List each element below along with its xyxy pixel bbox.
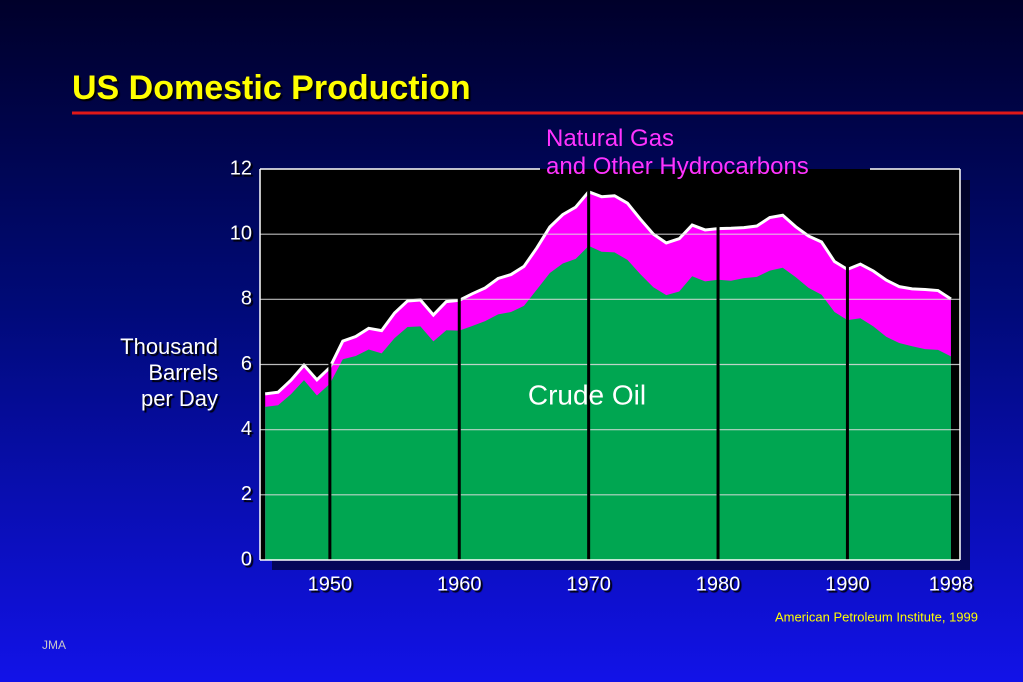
y-axis-label: Thousand Barrels per Day [120,334,218,411]
y-tick-label: 12 [230,157,252,179]
y-tick-label: 6 [241,353,252,375]
x-tick-label: 1950 [308,573,353,595]
x-tick-label: 1960 [437,573,482,595]
y-tick-label: 2 [241,483,252,505]
y-tick-label: 8 [241,288,252,310]
stack-outline [264,190,952,396]
series-label: Crude Oil [528,379,646,410]
y-tick-label: 4 [241,418,252,440]
y-tick-label: 10 [230,222,252,244]
source: American Petroleum Institute, 1999 [775,609,978,624]
x-tick-label: 1970 [566,573,611,595]
x-tick-label: 1980 [696,573,741,595]
series-label: Natural Gas and Other Hydrocarbons [546,125,809,180]
footer: JMA [42,638,66,652]
x-tick-label: 1990 [825,573,870,595]
chart-title: US Domestic Production [72,69,471,107]
y-tick-label: 0 [241,548,252,570]
x-tick-label: 1998 [929,573,974,595]
area [265,245,951,560]
